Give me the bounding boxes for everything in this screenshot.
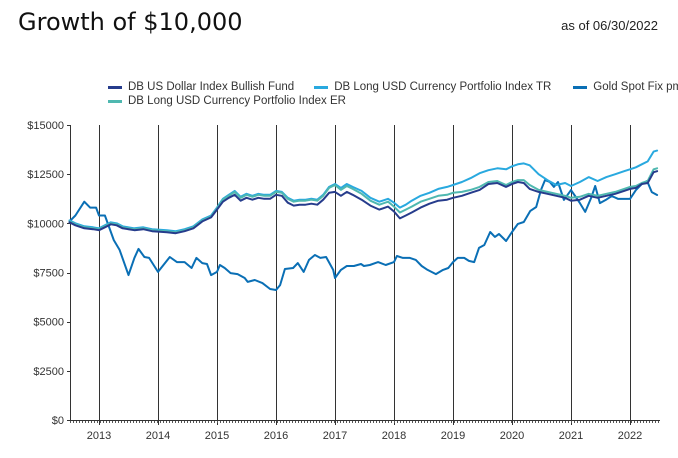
legend-label: DB Long USD Currency Portfolio Index TR <box>334 81 552 93</box>
x-tick-label: 2020 <box>500 430 524 442</box>
legend-item-gold-spot[interactable]: Gold Spot Fix pm <box>573 81 678 93</box>
x-tick-label: 2018 <box>382 430 406 442</box>
y-axis-tick-labels: $0 $2500 $5000 $7500 $10000 $12500 $15000 <box>27 120 64 427</box>
y-tick-label: $12500 <box>27 169 64 181</box>
x-tick-label: 2017 <box>323 430 347 442</box>
y-tick-label: $0 <box>52 415 64 427</box>
y-tick-label: $5000 <box>33 317 64 329</box>
as-of-date: as of 06/30/2022 <box>561 18 658 33</box>
legend-swatch <box>108 85 122 89</box>
legend-item-long-usd-er[interactable]: DB Long USD Currency Portfolio Index ER <box>108 95 346 107</box>
legend-swatch <box>314 85 329 89</box>
y-tick-label: $10000 <box>27 218 64 230</box>
legend-label: Gold Spot Fix pm <box>593 81 678 93</box>
x-tick-label: 2019 <box>441 430 465 442</box>
x-tick-label: 2013 <box>87 430 111 442</box>
y-tick-label: $2500 <box>33 366 64 378</box>
legend-label: DB US Dollar Index Bullish Fund <box>128 81 295 93</box>
legend-row-1: DB US Dollar Index Bullish Fund DB Long … <box>108 80 678 94</box>
legend-row-2: DB Long USD Currency Portfolio Index ER <box>108 94 678 108</box>
axes <box>67 125 660 423</box>
legend-label: DB Long USD Currency Portfolio Index ER <box>128 95 346 107</box>
x-tick-label: 2022 <box>618 430 642 442</box>
chart-title: Growth of $10,000 <box>18 8 243 36</box>
legend-item-long-usd-tr[interactable]: DB Long USD Currency Portfolio Index TR <box>314 81 551 93</box>
legend-swatch <box>108 99 122 103</box>
series-line-long-usd-tr <box>68 149 659 233</box>
vertical-gridlines <box>99 125 631 425</box>
x-tick-label: 2015 <box>205 430 229 442</box>
legend-item-usd-bullish-fund[interactable]: DB US Dollar Index Bullish Fund <box>108 81 294 93</box>
series-lines <box>68 149 659 291</box>
x-tick-label: 2021 <box>559 430 583 442</box>
x-tick-label: 2016 <box>264 430 288 442</box>
y-tick-label: $7500 <box>33 268 64 280</box>
y-tick-label: $15000 <box>27 120 64 132</box>
chart-legend: DB US Dollar Index Bullish Fund DB Long … <box>108 80 678 108</box>
x-tick-label: 2014 <box>146 430 170 442</box>
legend-swatch <box>573 85 588 89</box>
series-line-usd-bullish-fund <box>68 170 659 235</box>
x-axis-tick-labels: 2013 2014 2015 2016 2017 2018 2019 2020 2021 2022 <box>87 430 642 442</box>
